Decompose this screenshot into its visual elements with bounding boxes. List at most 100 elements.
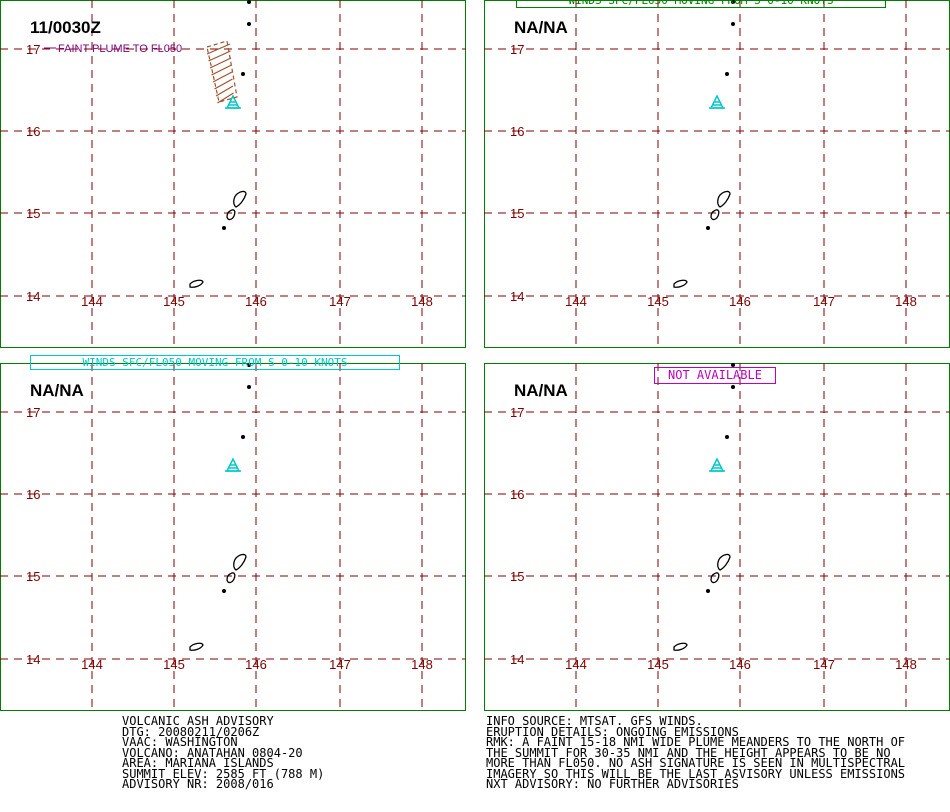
island-tinian — [710, 572, 720, 584]
island-tinian — [710, 209, 720, 221]
map-canvas: 17 16 15 14 144 145 146 147 148 — [484, 0, 950, 348]
remark-line: ERUPTION DETAILS: ONGOING EMISSIONS — [486, 724, 739, 739]
advisory-line: SUMMIT ELEV: 2585 FT (788 M) — [122, 766, 325, 781]
latitude-label: 15 — [26, 206, 40, 221]
island-guam — [189, 279, 204, 288]
longitude-label: 147 — [329, 294, 351, 309]
small-island — [241, 435, 245, 439]
not-available-banner: NOT AVAILABLE — [654, 367, 776, 384]
island-guam — [673, 279, 688, 288]
island-saipan — [717, 553, 731, 571]
longitude-label: 147 — [813, 657, 835, 672]
ash-plume — [206, 40, 238, 104]
plume-outline — [206, 40, 238, 103]
latitude-label: 14 — [510, 289, 524, 304]
small-island — [222, 589, 226, 593]
map-panel-3: 17 16 15 14 144 145 146 147 148 NA/NA WINDS SFC/… — [0, 355, 466, 711]
volcano-icon — [709, 457, 725, 472]
advisory-info-right: INFO SOURCE: MTSAT. GFS WINDS. ERUPTION D… — [486, 715, 906, 789]
latitude-label: 17 — [510, 42, 524, 57]
remark-line: THE SUMMIT FOR 30-35 NMI AND THE HEIGHT … — [486, 745, 891, 760]
plume-hatch — [217, 92, 234, 104]
longitude-label: 144 — [81, 294, 103, 309]
volcano-strokes — [229, 464, 237, 469]
plume-hatch — [215, 85, 234, 97]
small-island — [706, 226, 710, 230]
volcano-icon — [709, 94, 725, 109]
latitude-label: 17 — [26, 405, 40, 420]
longitude-label: 146 — [729, 657, 751, 672]
advisory-line: DTG: 20080211/0206Z — [122, 724, 260, 739]
remark-line: RMK: A FAINT 15-18 NMI WIDE PLUME MEANDE… — [486, 735, 906, 749]
map-panel-1: 17 16 15 14 144 145 146 147 148 FAINT PLUME TO FL… — [0, 0, 466, 348]
island-tinian — [226, 572, 236, 584]
island-saipan — [233, 190, 247, 208]
latitude-label: 15 — [510, 206, 524, 221]
panel-frame — [484, 363, 950, 711]
map-panel-4: 17 16 15 14 144 145 146 147 148 NA/NA NOT AVAILA… — [484, 363, 950, 711]
longitude-label: 145 — [163, 294, 185, 309]
longitude-label: 144 — [565, 294, 587, 309]
longitude-label: 147 — [329, 657, 351, 672]
volcano-strokes — [713, 101, 721, 106]
island-guam — [673, 642, 688, 651]
mariana-islands — [189, 190, 247, 288]
plume-hatch — [206, 43, 231, 55]
volcano-icon — [225, 457, 241, 472]
plume-hatch — [208, 50, 231, 62]
small-island — [247, 385, 251, 389]
advisory-line: AREA: MARIANA ISLANDS — [122, 756, 274, 770]
longitude-label: 146 — [729, 294, 751, 309]
small-island — [222, 226, 226, 230]
small-island — [731, 363, 735, 367]
volcano-icon — [225, 94, 241, 109]
longitude-label: 148 — [895, 294, 917, 309]
volcano-strokes — [713, 464, 721, 469]
small-island — [247, 0, 251, 4]
panel-time-label: NA/NA — [30, 381, 84, 400]
panel-time-label: NA/NA — [514, 18, 568, 37]
volcano-strokes — [229, 101, 237, 106]
small-island — [725, 435, 729, 439]
mariana-islands — [189, 553, 247, 651]
latitude-label: 16 — [510, 487, 524, 502]
wind-banner: WINDS SFC/FL050 MOVING FROM S 0-10 KNOTS — [30, 355, 400, 370]
small-island — [247, 363, 251, 367]
plume-hatch — [214, 78, 233, 90]
small-island — [731, 22, 735, 26]
panel-time-label: 11/0030Z — [30, 18, 101, 37]
longitude-label: 148 — [411, 294, 433, 309]
small-island — [725, 72, 729, 76]
plume-annotation: FAINT PLUME TO FL050 — [58, 43, 182, 55]
small-island — [706, 589, 710, 593]
advisory-line: ADVISORY NR: 2008/016 — [122, 777, 274, 791]
panel-frame — [0, 363, 466, 711]
latitude-label: 17 — [26, 42, 40, 57]
remark-line: MORE THAN FL050. NO ASH SIGNATURE IS SEE… — [486, 756, 906, 770]
latitude-label: 16 — [26, 487, 40, 502]
latitude-label: 14 — [26, 652, 40, 667]
longitude-label: 144 — [565, 657, 587, 672]
wind-banner: WINDS SFC/FL050 MOVING FROM S 0-10 KNOTS — [516, 0, 886, 8]
map-canvas: 17 16 15 14 144 145 146 147 148 FAINT PLUME TO FL… — [0, 0, 466, 348]
longitude-label: 145 — [647, 294, 669, 309]
latitude-label: 15 — [510, 569, 524, 584]
advisory-line: VOLCANO: ANATAHAN 0804-20 — [122, 745, 303, 760]
map-canvas: 17 16 15 14 144 145 146 147 148 — [0, 363, 466, 711]
panel-frame — [0, 0, 466, 348]
longitude-label: 148 — [411, 657, 433, 672]
panel-time-label: NA/NA — [514, 381, 568, 400]
latitude-label: 16 — [510, 124, 524, 139]
latitude-label: 15 — [26, 569, 40, 584]
latitude-label: 14 — [510, 652, 524, 667]
small-island — [731, 0, 735, 4]
small-island — [731, 385, 735, 389]
map-canvas: 17 16 15 14 144 145 146 147 148 — [484, 363, 950, 711]
longitude-label: 146 — [245, 657, 267, 672]
island-tinian — [226, 209, 236, 221]
small-island — [247, 22, 251, 26]
longitude-label: 146 — [245, 294, 267, 309]
plume-hatch — [212, 71, 233, 83]
panel-frame — [484, 0, 950, 348]
latitude-label: 17 — [510, 405, 524, 420]
